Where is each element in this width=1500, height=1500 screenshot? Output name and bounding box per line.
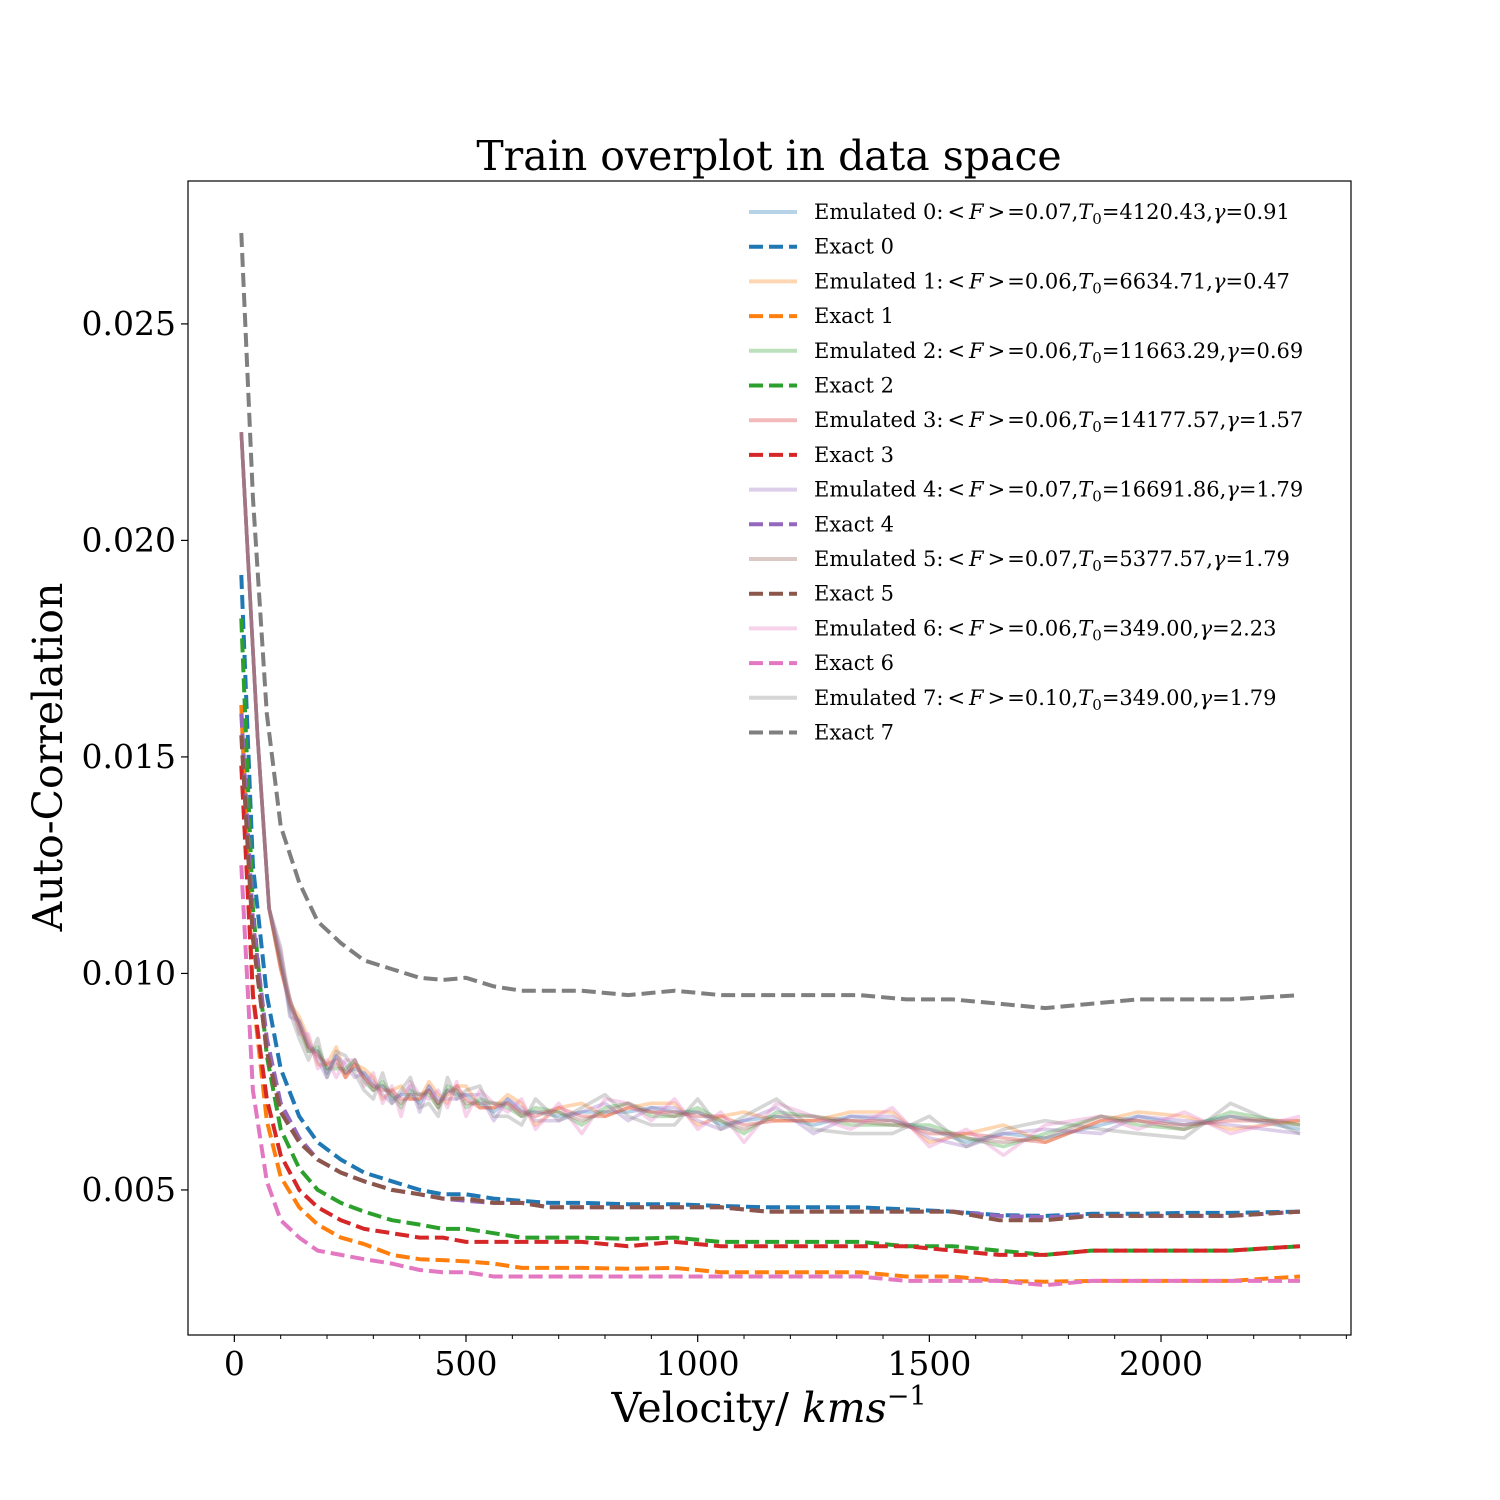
plot-area bbox=[187, 180, 1352, 1336]
plot-frame bbox=[187, 180, 1352, 1336]
legend-entry-1: Exact 0 bbox=[749, 235, 894, 259]
emulated-series-line-2 bbox=[239, 432, 1301, 1149]
legend-entry-9: Exact 4 bbox=[749, 512, 894, 536]
x-tick-label: 1500 bbox=[887, 1344, 971, 1383]
y-tick-label: 0.005 bbox=[82, 1170, 176, 1209]
legend-label: Exact 3 bbox=[814, 443, 894, 467]
legend-label: Exact 0 bbox=[814, 235, 894, 259]
legend-entry-0: Emulated 0: < F >=0.07,T0=4120.43,γ=0.91 bbox=[749, 200, 1290, 228]
emulated-series-group bbox=[239, 432, 1301, 1158]
chart-title: Train overplot in data space bbox=[476, 132, 1061, 180]
x-axis-label: Velocity/ kms−1 bbox=[610, 1381, 926, 1432]
legend-entry-15: Exact 7 bbox=[749, 721, 894, 745]
emulated-series-line-4 bbox=[239, 432, 1301, 1149]
x-axis: 0 500 1000 1500 2000 bbox=[224, 1335, 1347, 1383]
x-tick-label: 0 bbox=[224, 1344, 245, 1383]
x-tick-label: 500 bbox=[435, 1344, 498, 1383]
legend-entry-13: Exact 6 bbox=[749, 651, 894, 675]
y-tick-label: 0.020 bbox=[82, 520, 176, 559]
legend-label: Exact 4 bbox=[814, 512, 894, 536]
legend-entry-4: Emulated 2: < F >=0.06,T0=11663.29,γ=0.69 bbox=[749, 339, 1303, 367]
legend-entry-8: Emulated 4: < F >=0.07,T0=16691.86,γ=1.79 bbox=[749, 478, 1303, 506]
legend-entry-7: Exact 3 bbox=[749, 443, 894, 467]
legend-entry-12: Emulated 6: < F >=0.06,T0=349.00,γ=2.23 bbox=[749, 616, 1277, 644]
x-axis-label-prefix: Velocity/ bbox=[610, 1384, 801, 1432]
legend-label: Emulated 4: < F >=0.07,T0=16691.86,γ=1.79 bbox=[814, 478, 1303, 506]
legend-entry-11: Exact 5 bbox=[749, 582, 894, 606]
exact-series-line-3 bbox=[239, 765, 1301, 1257]
legend-label: Emulated 5: < F >=0.07,T0=5377.57,γ=1.79 bbox=[814, 547, 1290, 575]
legend-label: Exact 1 bbox=[814, 304, 894, 328]
x-tick-label: 2000 bbox=[1119, 1344, 1203, 1383]
legend-label: Emulated 1: < F >=0.06,T0=6634.71,γ=0.47 bbox=[814, 269, 1290, 297]
emulated-series-line-1 bbox=[239, 432, 1301, 1145]
legend-entry-6: Emulated 3: < F >=0.06,T0=14177.57,γ=1.57 bbox=[749, 408, 1303, 436]
y-tick-label: 0.010 bbox=[82, 953, 176, 992]
legend-label: Exact 7 bbox=[814, 721, 894, 745]
legend-label: Emulated 7: < F >=0.10,T0=349.00,γ=1.79 bbox=[814, 686, 1277, 714]
exact-series-line-7 bbox=[239, 232, 1301, 1011]
exact-series-line-5 bbox=[239, 735, 1301, 1223]
emulated-series-line-5 bbox=[239, 432, 1301, 1145]
legend-label: Emulated 2: < F >=0.06,T0=11663.29,γ=0.69 bbox=[814, 339, 1303, 367]
legend-entry-2: Emulated 1: < F >=0.06,T0=6634.71,γ=0.47 bbox=[749, 269, 1290, 297]
exact-series-group bbox=[239, 232, 1301, 1288]
legend: Emulated 0: < F >=0.07,T0=4120.43,γ=0.91 Exa… bbox=[749, 200, 1303, 745]
legend-label: Exact 2 bbox=[814, 374, 894, 398]
legend-label: Emulated 6: < F >=0.06,T0=349.00,γ=2.23 bbox=[814, 616, 1277, 644]
legend-entry-10: Emulated 5: < F >=0.07,T0=5377.57,γ=1.79 bbox=[749, 547, 1290, 575]
exact-series-line-1 bbox=[239, 704, 1301, 1284]
emulated-series-line-7 bbox=[239, 432, 1301, 1149]
legend-label: Emulated 3: < F >=0.06,T0=14177.57,γ=1.57 bbox=[814, 408, 1303, 436]
plot-background bbox=[188, 181, 1351, 1335]
legend-entry-14: Emulated 7: < F >=0.10,T0=349.00,γ=1.79 bbox=[749, 686, 1277, 714]
emulated-series-line-6 bbox=[239, 432, 1301, 1158]
x-axis-label-exponent: −1 bbox=[887, 1381, 927, 1412]
x-axis-label-unit: kms bbox=[802, 1384, 887, 1432]
exact-series-line-6 bbox=[239, 865, 1300, 1288]
legend-label: Exact 5 bbox=[814, 582, 894, 606]
x-tick-label: 1000 bbox=[656, 1344, 740, 1383]
legend-entry-3: Exact 1 bbox=[749, 304, 894, 328]
legend-label: Emulated 0: < F >=0.07,T0=4120.43,γ=0.91 bbox=[814, 200, 1290, 228]
y-axis-label: Auto-Correlation bbox=[24, 583, 72, 933]
emulated-series-line-3 bbox=[239, 432, 1300, 1145]
y-tick-label: 0.025 bbox=[82, 304, 176, 343]
legend-label: Exact 6 bbox=[814, 651, 894, 675]
y-tick-label: 0.015 bbox=[82, 737, 176, 776]
emulated-series-line-0 bbox=[239, 432, 1301, 1145]
legend-entry-5: Exact 2 bbox=[749, 374, 894, 398]
y-axis: 0.005 0.010 0.015 0.020 0.025 bbox=[82, 304, 188, 1209]
